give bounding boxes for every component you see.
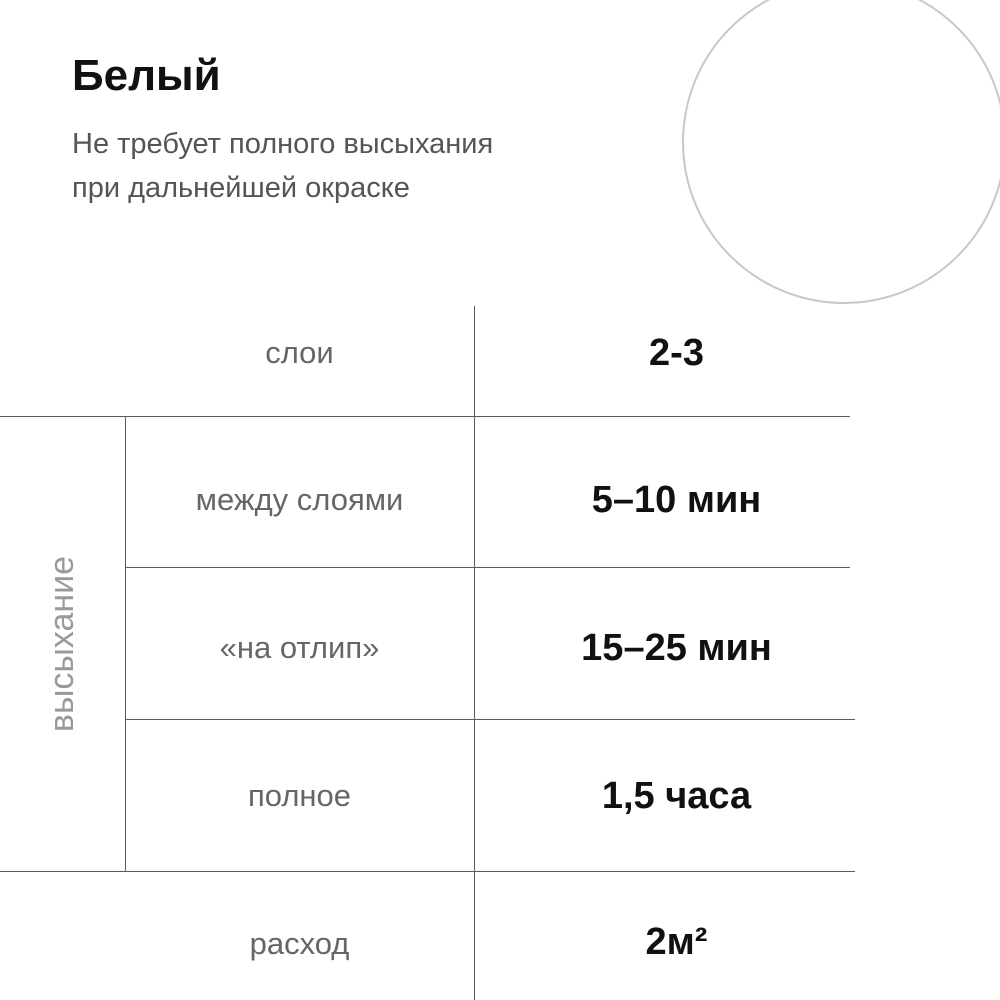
table-rule-4 bbox=[0, 871, 855, 872]
table-divider-center bbox=[474, 306, 475, 1000]
table-rule-2 bbox=[125, 567, 850, 568]
row-value-layers: 2-3 bbox=[649, 332, 704, 374]
row-value-full: 1,5 часа bbox=[601, 775, 752, 817]
page-subtitle: Не требует полного высыхания при дальней… bbox=[72, 122, 493, 210]
decorative-circle bbox=[682, 0, 1000, 304]
subtitle-line-2: при дальнейшей окраске bbox=[72, 172, 410, 204]
subtitle-line-1: Не требует полного высыхания bbox=[72, 128, 494, 160]
row-label-between-layers: между слоями bbox=[195, 482, 404, 517]
row-label-tack-free: «на отлип» bbox=[219, 630, 380, 665]
page-title: Белый bbox=[72, 51, 221, 100]
row-value-tack-free: 15–25 мин bbox=[581, 627, 772, 669]
row-label-full: полное bbox=[247, 778, 352, 813]
table-rule-3 bbox=[125, 719, 855, 720]
row-value-consumption: 2м² bbox=[645, 921, 708, 963]
group-label-drying: высыхание bbox=[43, 555, 81, 733]
row-label-layers: слои bbox=[265, 335, 334, 370]
row-label-consumption: расход bbox=[249, 926, 350, 961]
row-value-between-layers: 5–10 мин bbox=[591, 479, 762, 521]
table-divider-group bbox=[125, 416, 126, 871]
table-rule-1 bbox=[0, 416, 850, 417]
